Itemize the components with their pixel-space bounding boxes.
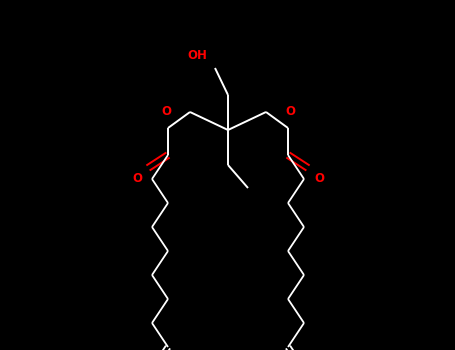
Text: O: O: [285, 105, 295, 118]
Text: O: O: [132, 172, 142, 185]
Text: O: O: [314, 172, 324, 185]
Text: OH: OH: [187, 49, 207, 62]
Text: O: O: [161, 105, 171, 118]
